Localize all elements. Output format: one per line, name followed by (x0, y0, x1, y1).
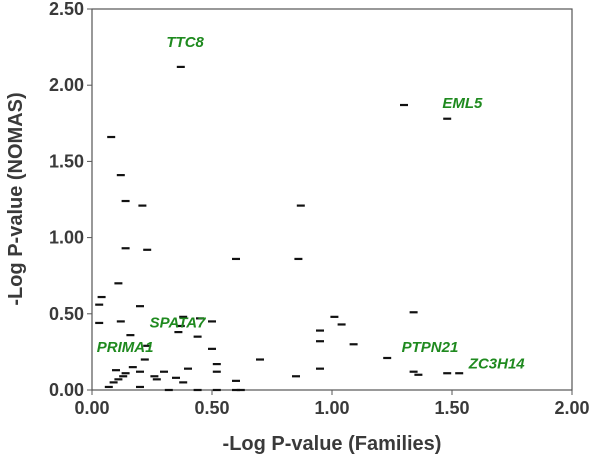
x-axis-ticks: 0.00 0.50 1.00 1.50 2.00 (74, 390, 590, 418)
gene-label: PTPN21 (402, 339, 459, 356)
y-tick-label: 1.00 (49, 228, 84, 248)
y-axis-title: -Log P-value (NOMAS) (5, 92, 27, 305)
gene-label: TTC8 (166, 34, 204, 51)
y-tick-label: 2.00 (49, 75, 84, 95)
gene-label: ZC3H14 (468, 356, 526, 373)
gene-label: SPATA7 (150, 315, 206, 332)
gene-label: PRIMA1 (97, 339, 154, 356)
y-tick-label: 0.00 (49, 380, 84, 400)
x-axis-title: -Log P-value (Families) (223, 433, 442, 455)
x-tick-label: 0.50 (194, 398, 229, 418)
y-tick-label: 2.50 (49, 0, 84, 19)
y-tick-label: 1.50 (49, 151, 84, 171)
x-tick-label: 1.00 (314, 398, 349, 418)
plot-area-frame (91, 8, 573, 391)
data-points (95, 65, 464, 392)
x-tick-label: 1.50 (434, 398, 469, 418)
gene-annotations: TTC8 EML5 SPATA7 PRIMA1 PTPN21 ZC3H14 (97, 34, 526, 373)
x-tick-label: 2.00 (554, 398, 589, 418)
gene-label: EML5 (442, 95, 483, 112)
y-tick-label: 0.50 (49, 304, 84, 324)
x-tick-label: 0.00 (74, 398, 109, 418)
y-axis-ticks: 0.00 0.50 1.00 1.50 2.00 2.50 (49, 0, 92, 400)
